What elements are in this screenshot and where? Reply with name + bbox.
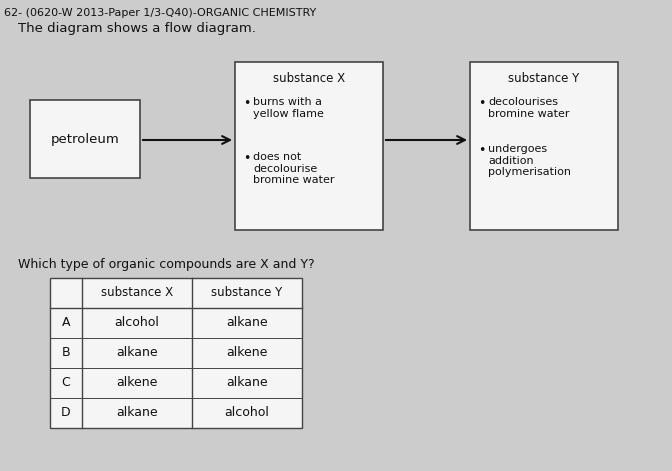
Text: alkane: alkane xyxy=(116,406,158,420)
Text: does not
decolourise
bromine water: does not decolourise bromine water xyxy=(253,152,335,185)
Text: substance Y: substance Y xyxy=(212,286,283,300)
Text: undergoes
addition
polymerisation: undergoes addition polymerisation xyxy=(488,144,571,177)
Text: burns with a
yellow flame: burns with a yellow flame xyxy=(253,97,324,119)
Text: substance X: substance X xyxy=(273,72,345,85)
Text: alkene: alkene xyxy=(226,347,267,359)
Text: •: • xyxy=(478,144,485,157)
Text: D: D xyxy=(61,406,71,420)
Bar xyxy=(30,100,140,178)
Text: alkene: alkene xyxy=(116,376,158,390)
Bar xyxy=(235,62,383,230)
Text: alkane: alkane xyxy=(116,347,158,359)
Text: C: C xyxy=(62,376,71,390)
Text: •: • xyxy=(243,97,251,110)
Bar xyxy=(50,278,302,428)
Text: decolourises
bromine water: decolourises bromine water xyxy=(488,97,569,119)
Text: substance X: substance X xyxy=(101,286,173,300)
Bar xyxy=(470,62,618,230)
Text: •: • xyxy=(243,152,251,165)
Text: alcohol: alcohol xyxy=(224,406,269,420)
Text: Which type of organic compounds are X and Y?: Which type of organic compounds are X an… xyxy=(18,258,314,271)
Text: A: A xyxy=(62,317,71,330)
Text: B: B xyxy=(62,347,71,359)
Text: The diagram shows a flow diagram.: The diagram shows a flow diagram. xyxy=(18,22,256,35)
Text: alkane: alkane xyxy=(226,376,268,390)
Text: alkane: alkane xyxy=(226,317,268,330)
Text: •: • xyxy=(478,97,485,110)
Text: substance Y: substance Y xyxy=(509,72,580,85)
Text: alcohol: alcohol xyxy=(114,317,159,330)
Text: petroleum: petroleum xyxy=(50,132,120,146)
Text: 62- (0620-W 2013-Paper 1/3-Q40)-ORGANIC CHEMISTRY: 62- (0620-W 2013-Paper 1/3-Q40)-ORGANIC … xyxy=(4,8,317,18)
